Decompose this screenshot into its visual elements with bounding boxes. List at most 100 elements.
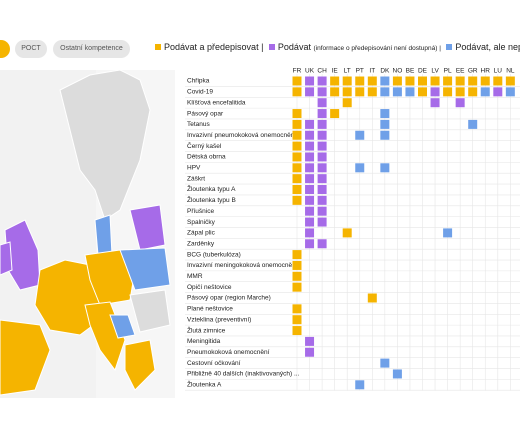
row-label: Tetanus: [187, 121, 211, 128]
cell-mark: [292, 315, 302, 325]
cell-mark: [330, 76, 340, 86]
cell-mark: [292, 271, 302, 281]
cell-mark: [342, 76, 352, 86]
row-label: Invazivní meningokoková onemocnění: [187, 262, 298, 269]
tab-active[interactable]: [0, 40, 10, 58]
legend-label: Podávat a předepisovat |: [164, 42, 264, 52]
cell-mark: [305, 228, 315, 238]
cell-mark: [493, 76, 503, 86]
legend-swatch: [155, 44, 161, 50]
cell-mark: [292, 163, 302, 173]
cell-mark: [455, 98, 465, 108]
cell-mark: [317, 76, 327, 86]
row-label: Covid-19: [187, 89, 213, 96]
cell-mark: [317, 98, 327, 108]
cell-mark: [305, 185, 315, 194]
column-label: GR: [468, 68, 478, 75]
cell-mark: [468, 76, 478, 86]
tab[interactable]: Ostatní kompetence: [53, 40, 130, 58]
legend: Podávat a předepisovat | Podávat (inform…: [152, 42, 520, 52]
cell-mark: [455, 76, 465, 86]
row-label: Přibližně 40 dalších (inaktivovaných) ..…: [187, 371, 300, 378]
column-label: LT: [344, 68, 351, 75]
cell-mark: [430, 87, 440, 97]
cell-mark: [292, 250, 302, 260]
row-label: Opičí neštovice: [187, 284, 232, 291]
cell-mark: [292, 119, 302, 129]
cell-mark: [292, 109, 302, 119]
cell-mark: [468, 119, 478, 129]
cell-mark: [443, 87, 453, 97]
cell-mark: [418, 76, 427, 86]
row-label: Pneumokoková onemocnění: [187, 349, 270, 356]
cell-mark: [292, 152, 302, 162]
cell-mark: [443, 228, 453, 238]
cell-mark: [380, 87, 390, 97]
cell-mark: [480, 76, 490, 86]
cell-mark: [305, 195, 315, 205]
cell-mark: [380, 130, 390, 140]
row-label: MMR: [187, 273, 203, 280]
row-label: Invazivní pneumokoková onemocnění: [187, 132, 296, 139]
row-label: Černý kašel: [187, 141, 222, 150]
cell-mark: [317, 119, 327, 129]
cell-mark: [380, 163, 390, 173]
cell-mark: [468, 87, 478, 97]
cell-mark: [355, 130, 365, 140]
cell-mark: [305, 163, 315, 173]
cell-mark: [430, 98, 440, 108]
row-label: Spalničky: [187, 219, 216, 226]
cell-mark: [367, 293, 377, 303]
cell-mark: [430, 76, 440, 86]
cell-mark: [317, 87, 327, 97]
cell-mark: [292, 87, 302, 97]
cell-mark: [367, 87, 377, 97]
column-label: NL: [506, 68, 515, 75]
column-label: NO: [393, 68, 403, 75]
cell-mark: [317, 152, 327, 162]
cell-mark: [355, 163, 365, 173]
row-label: Cestovní očkování: [187, 360, 241, 367]
cell-mark: [480, 87, 490, 97]
row-label: Meningitida: [187, 338, 221, 345]
cell-mark: [292, 174, 302, 184]
cell-mark: [443, 76, 453, 86]
cell-mark: [392, 76, 402, 86]
cell-mark: [317, 185, 327, 194]
cell-mark: [292, 326, 302, 336]
cell-mark: [405, 87, 415, 97]
legend-swatch: [446, 44, 453, 50]
column-label: LV: [431, 68, 439, 75]
cell-mark: [418, 87, 427, 97]
row-label: Dětská obrna: [187, 154, 226, 161]
map: [0, 70, 175, 398]
legend-swatch: [268, 44, 275, 50]
cell-mark: [292, 141, 302, 151]
cell-mark: [405, 76, 415, 86]
cell-mark: [330, 87, 340, 97]
cell-mark: [330, 109, 340, 119]
cell-mark: [292, 130, 302, 140]
column-label: PT: [356, 68, 364, 75]
cell-mark: [317, 206, 327, 216]
column-label: PL: [444, 68, 452, 75]
cell-mark: [317, 141, 327, 151]
row-label: Plané neštovice: [187, 306, 233, 313]
column-label: HR: [481, 68, 491, 75]
column-label: LU: [494, 68, 503, 75]
cell-mark: [305, 87, 315, 97]
legend-label: Podávat: [277, 42, 311, 52]
cell-mark: [317, 239, 327, 249]
row-label: HPV: [187, 165, 201, 172]
legend-note: (informace o předepisování není dostupná…: [313, 45, 441, 52]
cell-mark: [380, 119, 390, 129]
cell-mark: [305, 141, 315, 151]
cell-mark: [305, 347, 315, 357]
tab[interactable]: POCT: [15, 40, 47, 58]
row-label: Záškrt: [187, 175, 205, 182]
cell-mark: [342, 228, 352, 238]
cell-mark: [367, 76, 377, 86]
row-label: Pásový opar: [187, 110, 224, 117]
cell-mark: [355, 76, 365, 86]
